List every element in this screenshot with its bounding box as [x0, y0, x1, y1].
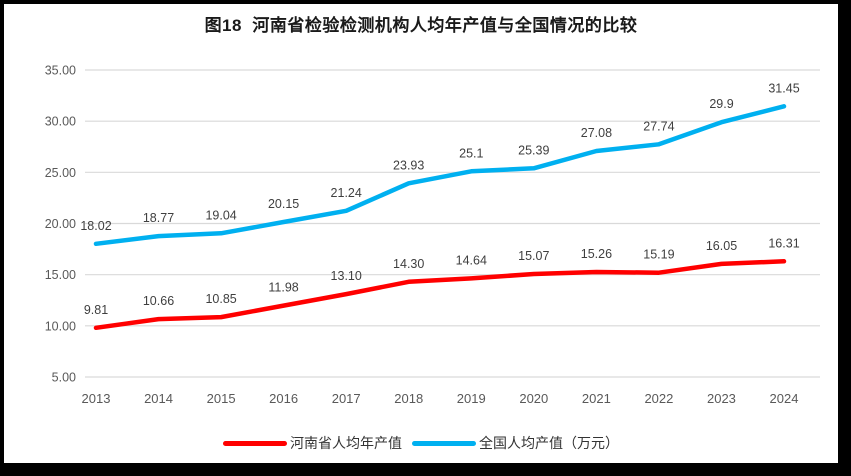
x-axis-tick-label: 2021: [582, 391, 611, 406]
y-axis-tick-label: 15.00: [45, 268, 76, 282]
x-axis-tick-label: 2023: [707, 391, 736, 406]
data-label: 15.19: [643, 248, 674, 262]
legend-item-henan: 河南省人均年产值: [223, 433, 402, 453]
chart-area: 图18 河南省检验检测机构人均年产值与全国情况的比较 5.00 10.00 15.0…: [4, 4, 838, 463]
x-axis-tick-label: 2019: [457, 391, 486, 406]
x-axis-tick-label: 2018: [394, 391, 423, 406]
y-axis-tick-label: 10.00: [45, 319, 76, 333]
x-axis-tick-label: 2013: [82, 391, 111, 406]
chart-title: 图18 河南省检验检测机构人均年产值与全国情况的比较: [204, 16, 638, 35]
data-label: 10.66: [143, 294, 174, 308]
data-label: 15.07: [518, 249, 549, 263]
data-label: 10.85: [205, 292, 236, 306]
data-label: 18.02: [80, 219, 111, 233]
data-label: 21.24: [331, 186, 362, 200]
legend-label-national: 全国人均产值（万元）: [479, 435, 619, 451]
data-label: 20.15: [268, 197, 299, 211]
data-label: 29.9: [709, 97, 733, 111]
national-series-line: [93, 104, 787, 247]
data-label: 16.31: [768, 236, 799, 250]
data-label: 18.77: [143, 211, 174, 225]
data-label: 16.05: [706, 239, 737, 253]
data-label: 27.08: [581, 126, 612, 140]
data-label: 9.81: [84, 303, 108, 317]
data-label: 23.93: [393, 158, 424, 172]
line-chart-plot: 5.00 10.00 15.00 20.00 25.00 30.00 35.00 2013 20…: [45, 64, 820, 406]
data-label: 25.39: [518, 143, 549, 157]
x-axis-tick-label: 2017: [332, 391, 361, 406]
data-label: 11.98: [268, 281, 298, 295]
y-axis-tick-label: 20.00: [45, 217, 76, 231]
chart-legend: 河南省人均年产值 全国人均产值（万元）: [4, 433, 838, 453]
legend-item-national: 全国人均产值（万元）: [412, 433, 619, 453]
data-label: 25.1: [459, 146, 483, 160]
data-label: 14.64: [456, 253, 487, 267]
henan-series-line: [93, 259, 787, 331]
national-line-swatch-icon: [412, 440, 476, 446]
y-axis-tick-label: 5.00: [52, 371, 76, 385]
x-axis-tick-label: 2020: [519, 391, 548, 406]
x-axis-tick-label: 2016: [269, 391, 298, 406]
x-axis-tick-label: 2015: [207, 391, 236, 406]
data-label: 19.04: [205, 208, 236, 222]
data-label: 15.26: [581, 247, 612, 261]
x-axis-tick-label: 2022: [644, 391, 673, 406]
y-axis-tick-label: 30.00: [45, 115, 76, 129]
data-label: 13.10: [331, 269, 362, 283]
henan-line-swatch-icon: [223, 440, 287, 446]
data-label: 31.45: [768, 81, 799, 95]
data-label: 27.74: [643, 119, 674, 133]
legend-label-henan: 河南省人均年产值: [290, 435, 402, 451]
x-axis-tick-label: 2024: [770, 391, 799, 406]
y-axis-tick-label: 35.00: [45, 64, 76, 78]
y-axis-tick-label: 25.00: [45, 166, 76, 180]
data-label: 14.30: [393, 257, 424, 271]
x-axis-tick-label: 2014: [144, 391, 173, 406]
